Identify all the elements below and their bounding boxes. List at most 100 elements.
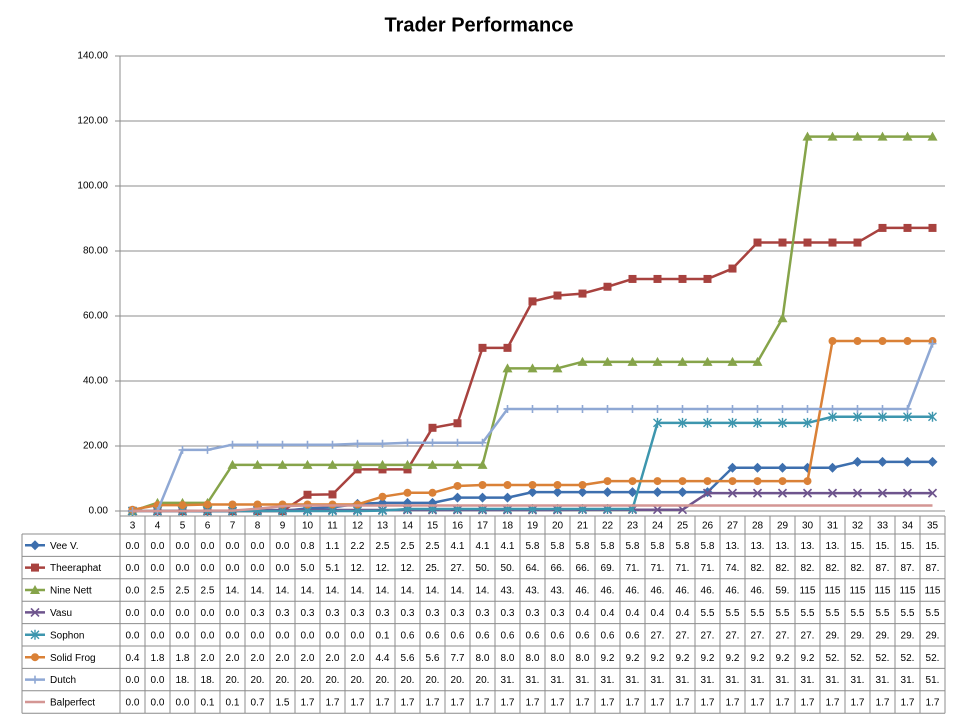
table-cell: 1.7 [726,698,740,709]
table-cell: 5.5 [776,608,790,619]
point [178,445,187,454]
table-cell: 4.1 [451,541,465,552]
table-cell: 8.0 [576,653,590,664]
table-cell: 82. [751,563,765,574]
point [728,264,737,273]
point [828,411,837,422]
x-tick-label: 13 [377,521,389,532]
table-cell: 115 [900,586,916,597]
table-cell: 27. [701,630,715,641]
point [927,488,938,498]
table-cell: 66. [551,563,565,574]
table-cell: 5.8 [651,541,665,552]
table-cell: 13. [751,541,765,552]
y-tick-label: 80.00 [83,246,108,257]
table-cell: 2.5 [151,586,165,597]
point [653,417,662,428]
table-cell: 0.0 [226,608,240,619]
point [853,404,862,413]
table-cell: 0.3 [301,608,315,619]
point [453,419,462,428]
table-cell: 9.2 [651,653,665,664]
table-cell: 31. [876,675,890,686]
table-cell: 29. [901,630,915,641]
table-cell: 27. [776,630,790,641]
table-cell: 46. [751,586,765,597]
point [753,238,762,247]
legend-marker [31,653,39,662]
point [677,356,688,366]
table-cell: 43. [551,586,565,597]
table-cell: 9.2 [751,653,765,664]
table-cell: 52. [926,653,940,664]
point [878,404,887,413]
table-cell: 69. [601,563,615,574]
table-cell: 20. [276,675,290,686]
x-tick-label: 10 [302,521,314,532]
legend-label: Vee V. [50,541,79,552]
table-cell: 5.0 [301,563,315,574]
point [428,488,437,497]
table-cell: 0.3 [251,608,265,619]
x-tick-label: 5 [180,521,186,532]
point [928,339,937,348]
table-cell: 2.5 [376,541,390,552]
point [877,456,888,467]
point [203,445,212,454]
point [703,477,712,486]
point [728,477,737,486]
table-cell: 4.1 [476,541,490,552]
table-cell: 31. [826,675,840,686]
table-cell: 2.0 [326,653,340,664]
table-cell: 1.7 [576,698,590,709]
table-cell: 52. [851,653,865,664]
table-cell: 52. [876,653,890,664]
point [602,487,613,498]
table-cell: 9.2 [701,653,715,664]
table-cell: 0.0 [151,608,165,619]
table-cell: 9.2 [601,653,615,664]
table-cell: 50. [476,563,490,574]
legend-marker [30,585,40,594]
table-cell: 0.1 [201,698,215,709]
x-tick-label: 14 [402,521,414,532]
point [378,505,387,516]
table-cell: 0.0 [251,541,265,552]
table-cell: 1.7 [901,698,915,709]
table-cell: 20. [301,675,315,686]
table-cell: 115 [825,586,841,597]
table-cell: 5.8 [676,541,690,552]
series-line [132,504,933,513]
table-cell: 64. [526,563,540,574]
table-cell: 0.0 [201,541,215,552]
table-cell: 0.3 [526,608,540,619]
table-cell: 0.0 [126,675,140,686]
table-cell: 29. [876,630,890,641]
point [403,465,412,474]
table-cell: 115 [850,586,866,597]
point [752,462,763,473]
table-cell: 1.1 [326,541,340,552]
table-cell: 2.0 [276,653,290,664]
point [853,238,862,247]
point [703,274,712,283]
table-cell: 0.3 [376,608,390,619]
point [528,404,537,413]
point [528,481,537,489]
table-cell: 20. [226,675,240,686]
table-cell: 71. [626,563,640,574]
table-cell: 1.7 [876,698,890,709]
table-cell: 0.0 [301,630,315,641]
table-cell: 71. [651,563,665,574]
point [903,337,912,346]
point [652,487,663,498]
table-cell: 18. [176,675,190,686]
table-cell: 50. [501,563,515,574]
x-tick-label: 8 [255,521,261,532]
table-cell: 0.0 [351,630,365,641]
table-cell: 9.2 [676,653,690,664]
table-cell: 2.0 [351,653,365,664]
table-cell: 12. [376,563,390,574]
point [828,238,837,247]
table-cell: 14. [226,586,240,597]
